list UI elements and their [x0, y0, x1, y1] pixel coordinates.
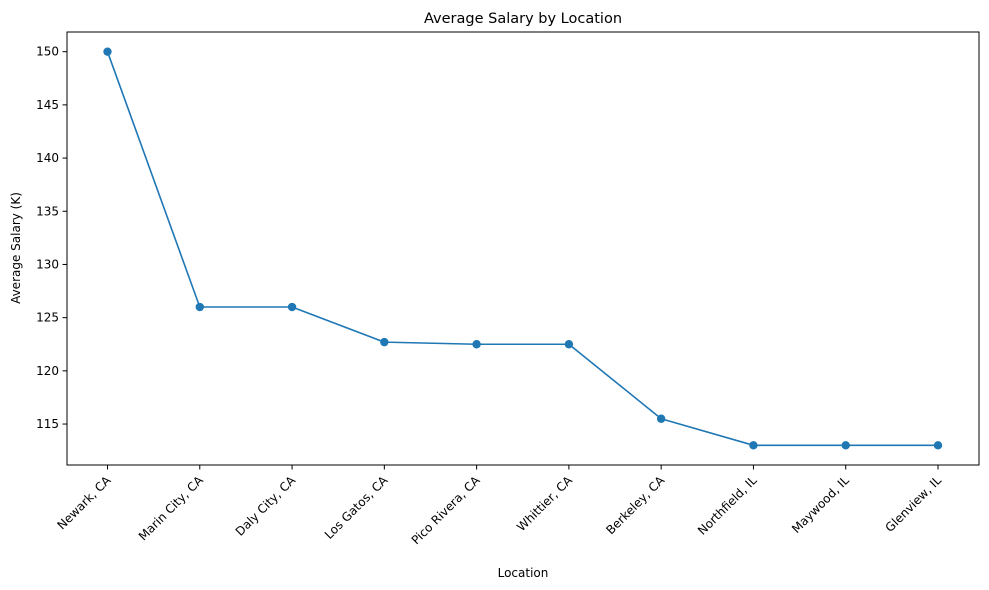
data-point: [564, 340, 574, 349]
x-tick-label: Whittier, CA: [514, 473, 575, 534]
x-tick-label: Maywood, IL: [789, 473, 852, 536]
x-tick-label: Los Gatos, CA: [322, 473, 391, 542]
data-point: [656, 414, 666, 423]
plot-area: [103, 47, 943, 450]
series-line: [106, 51, 938, 447]
plot-frame: [66, 31, 980, 466]
x-tick-label: Glenview, IL: [883, 473, 945, 535]
y-tick-label: 130: [36, 257, 59, 271]
x-axis: Newark, CA Marin City, CA Daly City, CA Los…: [54, 465, 944, 547]
y-tick-label: 115: [36, 417, 59, 431]
x-tick-label: Pico Rivera, CA: [409, 473, 484, 548]
data-point: [749, 441, 758, 450]
x-tick-label: Newark, CA: [54, 473, 114, 533]
y-tick-label: 120: [36, 364, 59, 378]
x-tick-label: Daly City, CA: [233, 473, 299, 539]
y-tick-label: 145: [36, 98, 59, 112]
chart-title: Average Salary by Location: [424, 11, 622, 27]
y-tick-label: 140: [36, 151, 59, 165]
x-tick-label: Berkeley, CA: [603, 473, 668, 538]
y-tick-label: 135: [36, 204, 59, 218]
data-point: [287, 302, 297, 312]
y-tick-label: 125: [36, 311, 59, 325]
x-tick-label: Marin City, CA: [136, 473, 207, 544]
y-axis: 115 120 125 130 135 140 145 150: [36, 45, 67, 431]
y-axis-title: Average Salary (K): [9, 192, 23, 304]
data-point: [841, 441, 850, 450]
x-axis-title: Location: [498, 566, 549, 580]
y-tick-label: 150: [36, 45, 59, 59]
data-point: [195, 302, 204, 312]
data-point: [472, 340, 481, 349]
data-point: [933, 441, 943, 450]
data-point: [103, 47, 112, 56]
data-point: [380, 337, 389, 347]
x-tick-label: Northfield, IL: [695, 473, 760, 538]
